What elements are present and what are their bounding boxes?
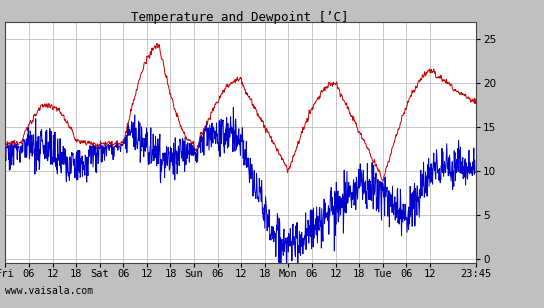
Text: Temperature and Dewpoint [’C]: Temperature and Dewpoint [’C] (131, 11, 348, 24)
Text: www.vaisala.com: www.vaisala.com (5, 286, 94, 296)
